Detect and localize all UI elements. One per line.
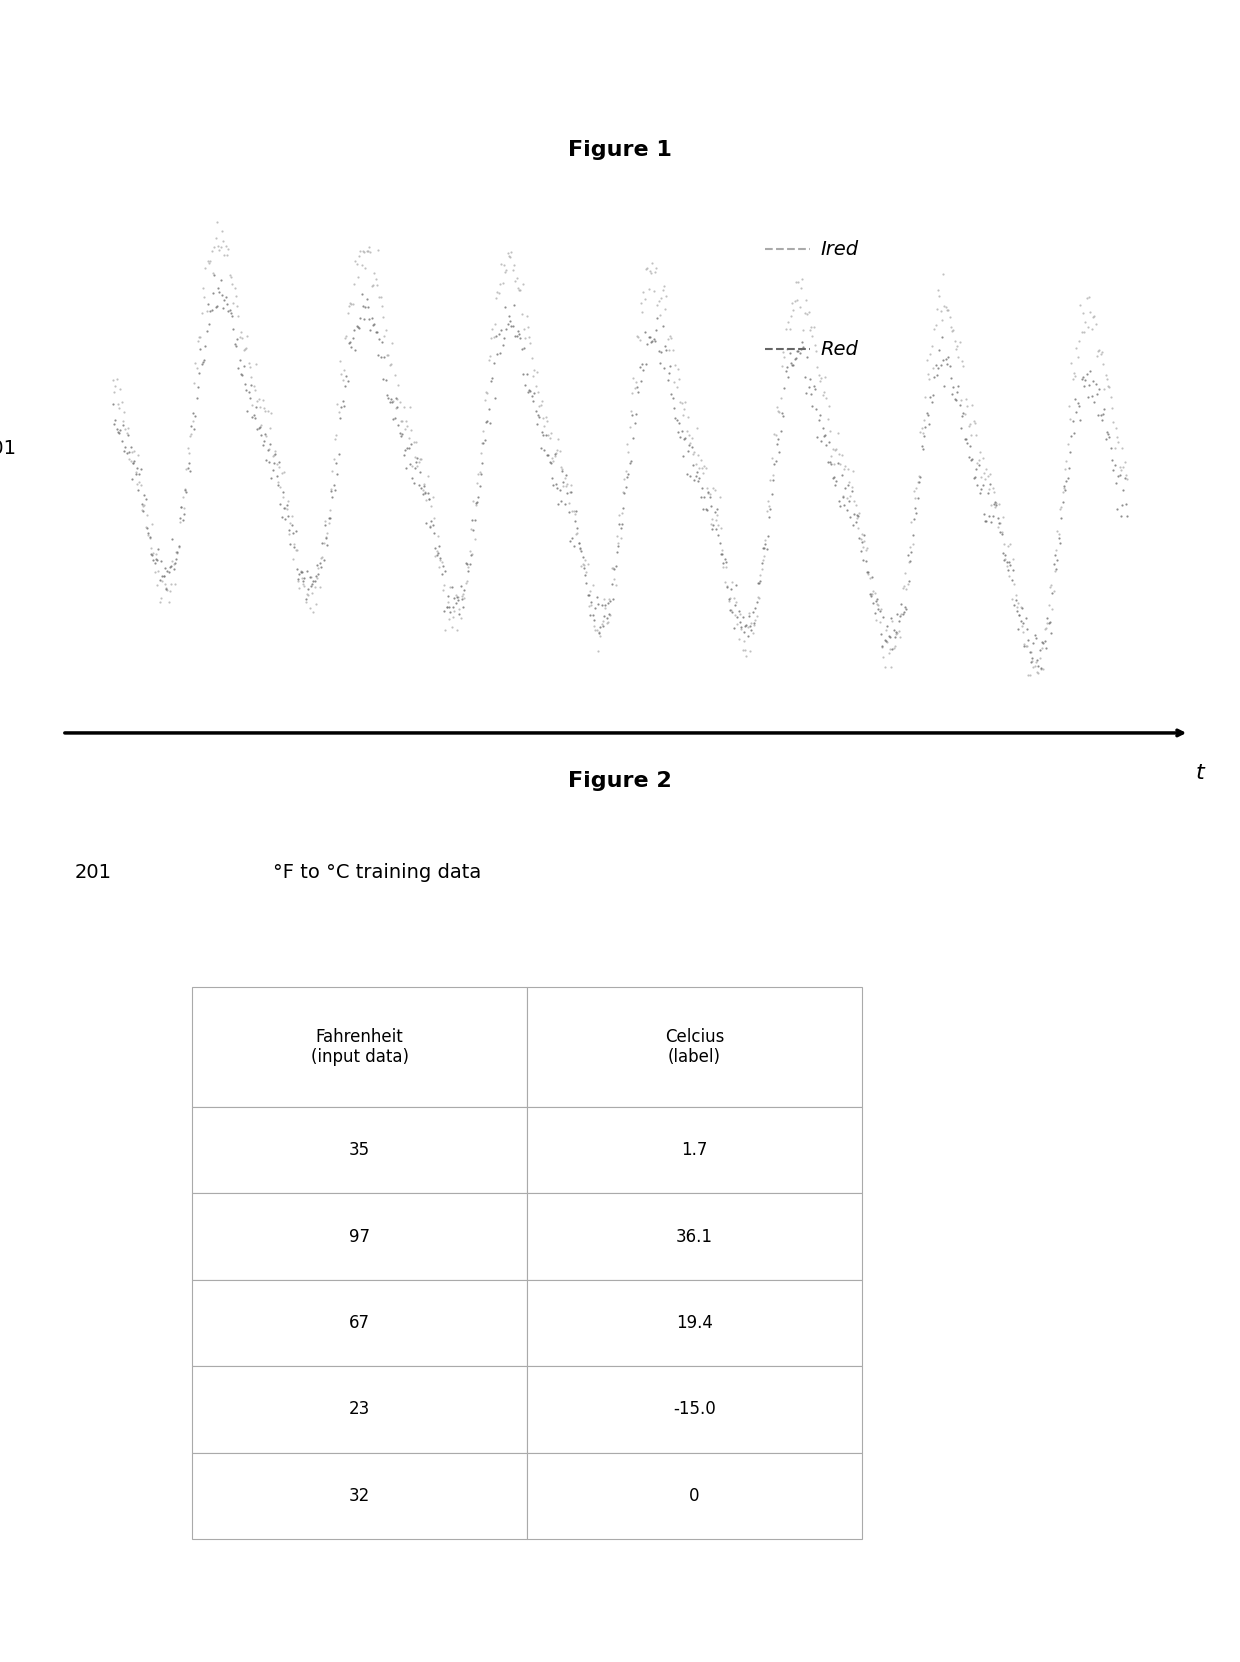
Text: 201: 201 xyxy=(74,863,112,883)
Text: Figure 2: Figure 2 xyxy=(568,771,672,791)
Text: Red: Red xyxy=(821,339,859,359)
Text: 101: 101 xyxy=(0,439,17,459)
Text: Figure 1: Figure 1 xyxy=(568,140,672,160)
Text: °F to °C training data: °F to °C training data xyxy=(273,863,481,883)
Text: t: t xyxy=(1195,763,1205,783)
Text: Ired: Ired xyxy=(821,239,859,259)
